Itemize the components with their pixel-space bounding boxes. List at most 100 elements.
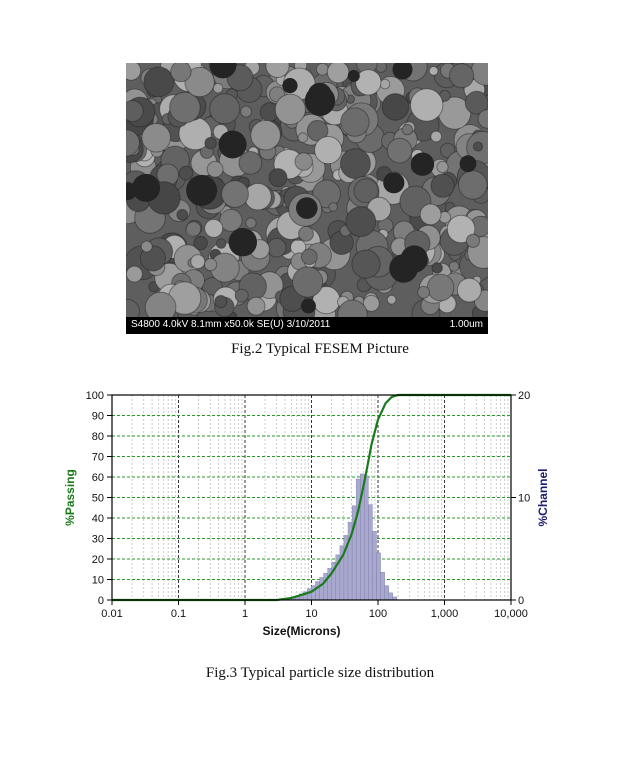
pore: [218, 130, 247, 159]
pore: [304, 85, 336, 116]
grain: [214, 295, 228, 309]
grain: [126, 129, 140, 157]
grain: [126, 265, 143, 283]
pore: [300, 298, 316, 314]
grain: [379, 78, 391, 90]
grain: [449, 63, 475, 89]
channel-bar: [311, 585, 316, 601]
grain: [439, 142, 456, 159]
y-tick-label-left: 60: [92, 472, 104, 484]
y-tick-label-left: 90: [92, 411, 104, 423]
pore: [383, 172, 405, 194]
grain: [464, 90, 488, 115]
grain: [362, 294, 380, 312]
fesem-micrograph: S4800 4.0kV 8.1mm x50.0k SE(U) 3/10/2011…: [126, 63, 488, 334]
grain: [176, 209, 189, 221]
grain: [426, 273, 455, 302]
x-axis-title: Size(Microns): [262, 624, 340, 638]
grain: [436, 160, 449, 174]
grain: [190, 254, 206, 270]
grain: [274, 93, 306, 126]
grain: [238, 151, 263, 175]
grain: [140, 240, 153, 253]
grain: [219, 208, 243, 232]
grain: [234, 288, 249, 303]
y-tick-label-left: 80: [92, 431, 104, 443]
figure-2-caption: Fig.2 Typical FESEM Picture: [231, 341, 409, 357]
x-tick-label: 1: [242, 608, 248, 620]
pore: [132, 173, 161, 202]
pore: [186, 174, 218, 206]
grain: [144, 291, 177, 317]
grain: [206, 160, 224, 178]
pore: [209, 63, 237, 79]
x-tick-label: 10,000: [494, 608, 528, 620]
grain: [294, 152, 313, 171]
particle-size-chart: 0.01 0.1 1 10 100 1,000 10,0000102030405060708…: [63, 390, 550, 638]
grain: [250, 119, 281, 151]
grain: [209, 93, 241, 125]
grain: [266, 237, 287, 258]
grain: [312, 179, 342, 209]
y-tick-label-left: 20: [92, 554, 104, 566]
pore: [126, 182, 137, 201]
grain: [419, 203, 442, 226]
grain: [446, 214, 476, 244]
grain: [401, 123, 413, 136]
grain: [126, 100, 144, 122]
grain: [265, 63, 290, 78]
pore: [392, 63, 413, 80]
y-tick-label-right: 20: [518, 390, 530, 402]
y-tick-label-left: 70: [92, 452, 104, 464]
pore: [296, 197, 318, 219]
grain: [193, 235, 208, 251]
micrograph-info-bar: S4800 4.0kV 8.1mm x50.0k SE(U) 3/10/2011…: [126, 317, 488, 334]
x-tick-label: 0.1: [171, 608, 186, 620]
pore: [282, 78, 298, 94]
grain: [204, 218, 224, 238]
pore: [228, 228, 257, 257]
grain: [170, 63, 192, 83]
grain: [185, 221, 202, 237]
grain: [428, 66, 439, 76]
grain: [410, 88, 444, 122]
channel-bar: [307, 588, 312, 601]
x-tick-label: 0.01: [101, 608, 122, 620]
grain: [298, 225, 314, 242]
grain: [448, 261, 460, 272]
y-axis-title-left: %Passing: [63, 469, 77, 526]
grain: [204, 258, 218, 272]
grain: [292, 266, 324, 298]
channel-bar: [315, 581, 320, 601]
grain: [141, 123, 172, 153]
grain: [340, 107, 370, 137]
pore: [410, 152, 435, 176]
grain: [456, 277, 482, 303]
grain: [221, 180, 249, 208]
pore: [459, 155, 477, 173]
grain: [465, 233, 481, 248]
grain: [353, 178, 379, 204]
y-tick-label-left: 40: [92, 513, 104, 525]
grain: [315, 63, 329, 76]
x-tick-label: 1,000: [431, 608, 459, 620]
particle-texture: [126, 63, 488, 317]
grain: [268, 168, 288, 188]
grain: [314, 136, 343, 165]
grain: [204, 136, 217, 150]
grain: [431, 262, 443, 274]
channel-bar: [384, 585, 389, 601]
y-tick-label-right: 10: [518, 493, 530, 505]
grain: [351, 249, 381, 279]
channel-bar: [380, 572, 385, 601]
grain: [126, 63, 142, 81]
grain: [301, 248, 318, 266]
micrograph-info-text: S4800 4.0kV 8.1mm x50.0k SE(U) 3/10/2011: [131, 319, 331, 330]
grain: [355, 69, 382, 96]
grain: [184, 66, 215, 98]
x-tick-label: 10: [305, 608, 317, 620]
grain: [215, 238, 227, 249]
grain: [245, 217, 257, 229]
grain: [126, 298, 140, 317]
y-tick-label-left: 0: [98, 595, 104, 607]
